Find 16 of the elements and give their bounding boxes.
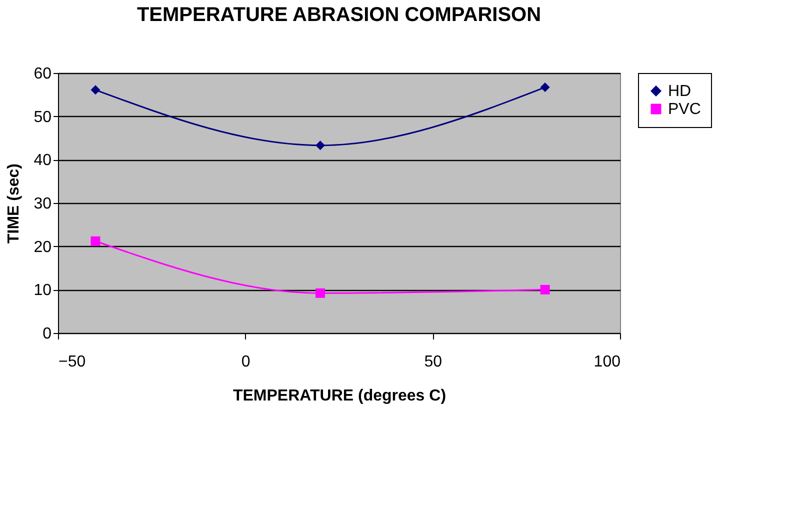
y-tick-label: 20	[34, 238, 52, 256]
chart-title: TEMPERATURE ABRASION COMPARISON	[136, 4, 542, 26]
y-tick-label: 10	[34, 282, 52, 300]
y-tick-label: 50	[34, 108, 52, 126]
legend-label: HD	[668, 83, 692, 100]
y-tick-label: 30	[34, 196, 52, 212]
y-tick-label: 60	[34, 66, 52, 82]
x-axis-title: TEMPERATURE (degrees C)	[232, 388, 446, 404]
y-tick-label: 0	[42, 326, 52, 342]
x-tick-label: 50	[424, 354, 442, 370]
y-axis-title: TIME (sec)	[6, 163, 23, 244]
x-tick-label: 100	[594, 354, 621, 370]
y-tick-label: 40	[34, 152, 52, 170]
legend-label: PVC	[668, 101, 701, 118]
x-tick-label: 0	[241, 354, 250, 370]
x-tick-label: −50	[58, 354, 86, 370]
